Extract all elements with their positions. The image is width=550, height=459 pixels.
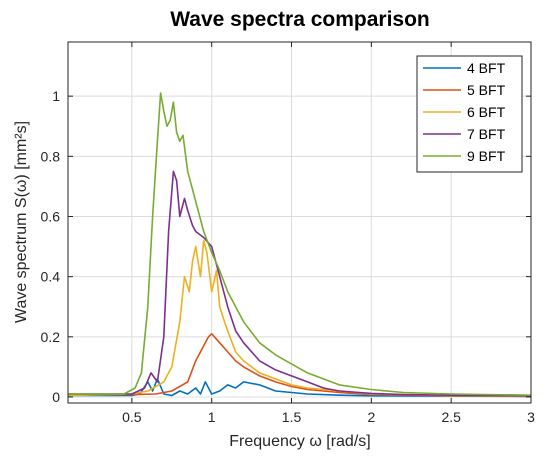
series-line-4 <box>68 92 531 396</box>
y-tick-label: 0 <box>52 389 60 405</box>
legend: 4 BFT 5 BFT 6 BFT 7 BFT 9 BFT <box>416 55 523 173</box>
series-line-1 <box>68 332 531 397</box>
x-tick-label: 1.5 <box>282 409 302 425</box>
y-tick-label: 0.8 <box>41 148 61 164</box>
legend-box <box>416 55 523 173</box>
x-tick-label: 3 <box>527 409 535 425</box>
series-line-2 <box>68 239 531 397</box>
x-axis-label: Frequency ω [rad/s] <box>229 433 370 450</box>
axis-ticks: 0.5 1 1.5 2 2.5 3 0 0.2 0.4 0.6 0.8 1 <box>41 42 535 425</box>
x-tick-label: 1 <box>208 409 216 425</box>
plot-frame <box>67 41 532 404</box>
series-lines <box>68 92 531 398</box>
y-tick-label: 0.4 <box>41 269 61 285</box>
legend-label-2: 6 BFT <box>467 104 506 120</box>
x-tick-label: 0.5 <box>122 409 142 425</box>
x-tick-label: 2.5 <box>441 409 461 425</box>
y-tick-label: 0.6 <box>41 208 61 224</box>
y-axis-label: Wave spectrum S(ω) [mm²s] <box>13 121 30 323</box>
legend-label-3: 7 BFT <box>467 126 506 142</box>
series-line-0 <box>68 378 531 398</box>
y-tick-label: 1 <box>52 88 60 104</box>
legend-label-0: 4 BFT <box>467 60 506 76</box>
legend-label-4: 9 BFT <box>467 148 506 164</box>
legend-label-1: 5 BFT <box>467 82 506 98</box>
y-tick-label: 0.2 <box>41 329 61 345</box>
chart-title: Wave spectra comparison <box>170 8 430 31</box>
x-tick-label: 2 <box>367 409 375 425</box>
